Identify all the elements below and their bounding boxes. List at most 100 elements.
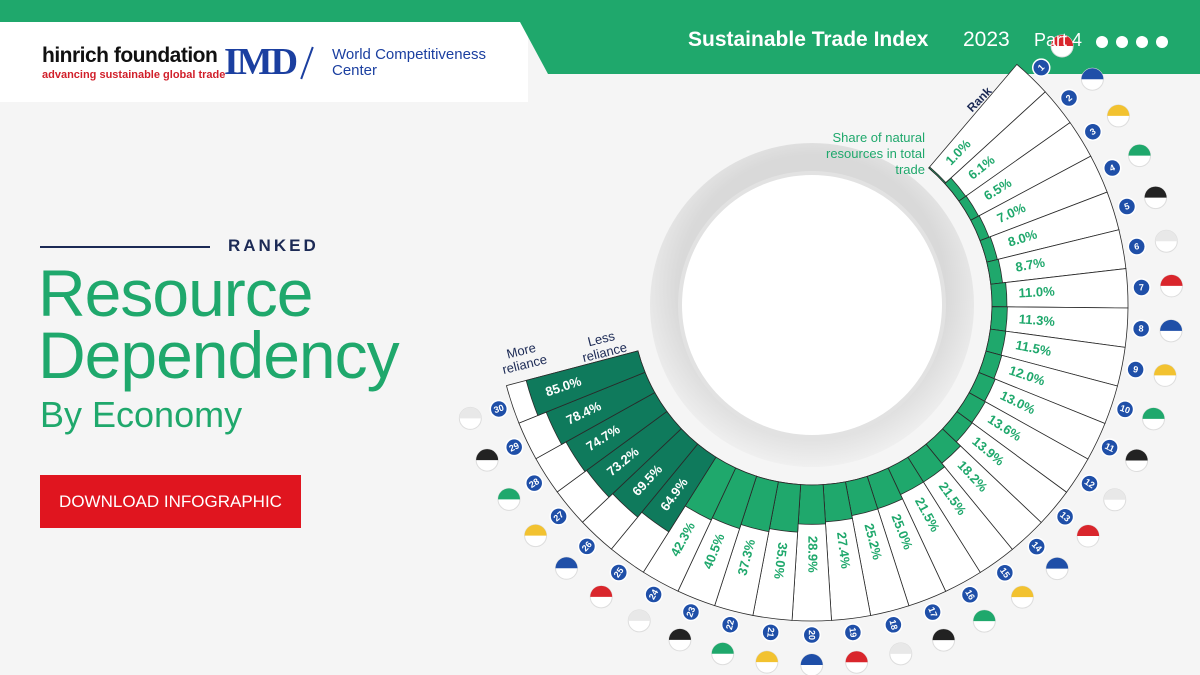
flag-color bbox=[1051, 35, 1074, 47]
rank-label: 8 bbox=[1138, 323, 1144, 333]
kicker: RANKED bbox=[228, 236, 319, 255]
data-label: 11.5% bbox=[1014, 337, 1053, 359]
flag-color bbox=[590, 585, 613, 597]
part: Part 4 bbox=[1034, 30, 1083, 50]
partner-name: World Competitiveness Center bbox=[332, 46, 486, 79]
flag-color bbox=[711, 642, 734, 654]
flag-color bbox=[845, 651, 868, 663]
data-label: 27.4% bbox=[834, 531, 854, 570]
bar bbox=[990, 282, 1008, 308]
data-label: 28.9% bbox=[805, 536, 820, 573]
flag-color bbox=[1160, 274, 1183, 286]
flag-color bbox=[1144, 186, 1167, 198]
rank-badge bbox=[1055, 507, 1075, 527]
rank-badge bbox=[524, 473, 544, 493]
rank-badge bbox=[644, 585, 663, 604]
rank-badge bbox=[504, 437, 524, 457]
flag-color bbox=[459, 407, 482, 419]
flag-color bbox=[1107, 104, 1130, 116]
flag-color bbox=[476, 449, 499, 461]
rank-badge bbox=[843, 623, 863, 642]
rank-label: 13 bbox=[1058, 510, 1072, 524]
rank-label: 19 bbox=[847, 627, 858, 638]
rank-badge bbox=[1115, 400, 1135, 419]
rank-label: 14 bbox=[1030, 540, 1044, 554]
download-button[interactable]: DOWNLOAD INFOGRAPHIC bbox=[40, 475, 301, 528]
rank-label: 17 bbox=[926, 606, 939, 619]
rank-label: 25 bbox=[612, 565, 626, 579]
bar bbox=[797, 484, 826, 525]
flag-color bbox=[668, 628, 691, 640]
rank-label: 5 bbox=[1123, 201, 1131, 212]
flag-color bbox=[1077, 525, 1100, 537]
flag-color bbox=[1155, 230, 1178, 242]
dot bbox=[1116, 36, 1128, 48]
bar bbox=[525, 350, 646, 416]
flag-color bbox=[1154, 364, 1177, 376]
flag-color bbox=[524, 524, 547, 536]
rank-badge bbox=[1117, 197, 1137, 216]
flag-color bbox=[555, 557, 578, 569]
rank-label: 29 bbox=[507, 440, 520, 453]
logo-name: hinrich foundation bbox=[42, 44, 218, 67]
flag-color bbox=[932, 629, 955, 641]
top-strip bbox=[0, 0, 1200, 22]
rank-badge bbox=[609, 563, 629, 582]
rank-label: 9 bbox=[1132, 364, 1139, 375]
rank-badge bbox=[1080, 474, 1099, 493]
rank-badge bbox=[802, 625, 822, 645]
dot bbox=[1156, 36, 1168, 48]
header-band bbox=[520, 22, 1200, 74]
year: 2023 bbox=[963, 28, 1010, 51]
rank-badge bbox=[1059, 88, 1079, 108]
rank-label: 10 bbox=[1119, 403, 1132, 416]
value-title: Share of natural resources in total trad… bbox=[826, 130, 925, 177]
flag-color bbox=[1142, 407, 1165, 419]
rank-badge bbox=[1100, 438, 1119, 457]
kicker-line bbox=[40, 246, 210, 248]
rank-badge bbox=[489, 399, 509, 419]
rank-badge bbox=[1102, 158, 1122, 178]
flag-color bbox=[1081, 68, 1104, 80]
rank-badge bbox=[720, 615, 740, 634]
rank-label: 3 bbox=[1088, 126, 1098, 137]
rank-badge bbox=[1127, 237, 1147, 256]
rank-badge bbox=[1031, 58, 1051, 77]
flag-color bbox=[1125, 449, 1148, 461]
rank-badge bbox=[995, 563, 1015, 583]
dot bbox=[1136, 36, 1148, 48]
flag-color bbox=[1011, 586, 1034, 598]
flag-color bbox=[1103, 488, 1126, 500]
rank-label: 22 bbox=[724, 619, 736, 631]
rank-label: 21 bbox=[765, 627, 776, 638]
rank-label: 27 bbox=[551, 509, 565, 523]
flag-color bbox=[1160, 319, 1183, 331]
flag-color bbox=[973, 610, 996, 622]
rank-badge bbox=[960, 585, 980, 604]
logo-bg bbox=[0, 22, 528, 102]
rank-label: 7 bbox=[1139, 282, 1145, 292]
rank-label: 20 bbox=[807, 630, 817, 640]
rank-label: 2 bbox=[1064, 92, 1074, 103]
rank-label: 23 bbox=[684, 605, 697, 618]
rank-badge bbox=[549, 507, 568, 526]
rank-label: 4 bbox=[1108, 162, 1117, 173]
flag-color bbox=[628, 609, 651, 621]
data-label: 11.3% bbox=[1018, 311, 1056, 329]
rank-badge bbox=[681, 602, 701, 622]
rank-badge bbox=[923, 602, 942, 622]
rank-badge bbox=[1027, 537, 1046, 556]
flag-color bbox=[889, 642, 912, 654]
flag-color bbox=[1046, 557, 1069, 569]
data-label: 8.7% bbox=[1014, 255, 1046, 275]
rank-badge bbox=[1083, 122, 1103, 141]
chart-title: Resource Dependency bbox=[38, 256, 400, 392]
rank-label: 26 bbox=[580, 539, 594, 553]
rank-label: 15 bbox=[998, 566, 1012, 580]
rank-label: 1 bbox=[1036, 62, 1047, 73]
rank-badge bbox=[1132, 278, 1151, 297]
rank-label: 24 bbox=[647, 588, 661, 602]
chart-subtitle: By Economy bbox=[40, 394, 243, 435]
